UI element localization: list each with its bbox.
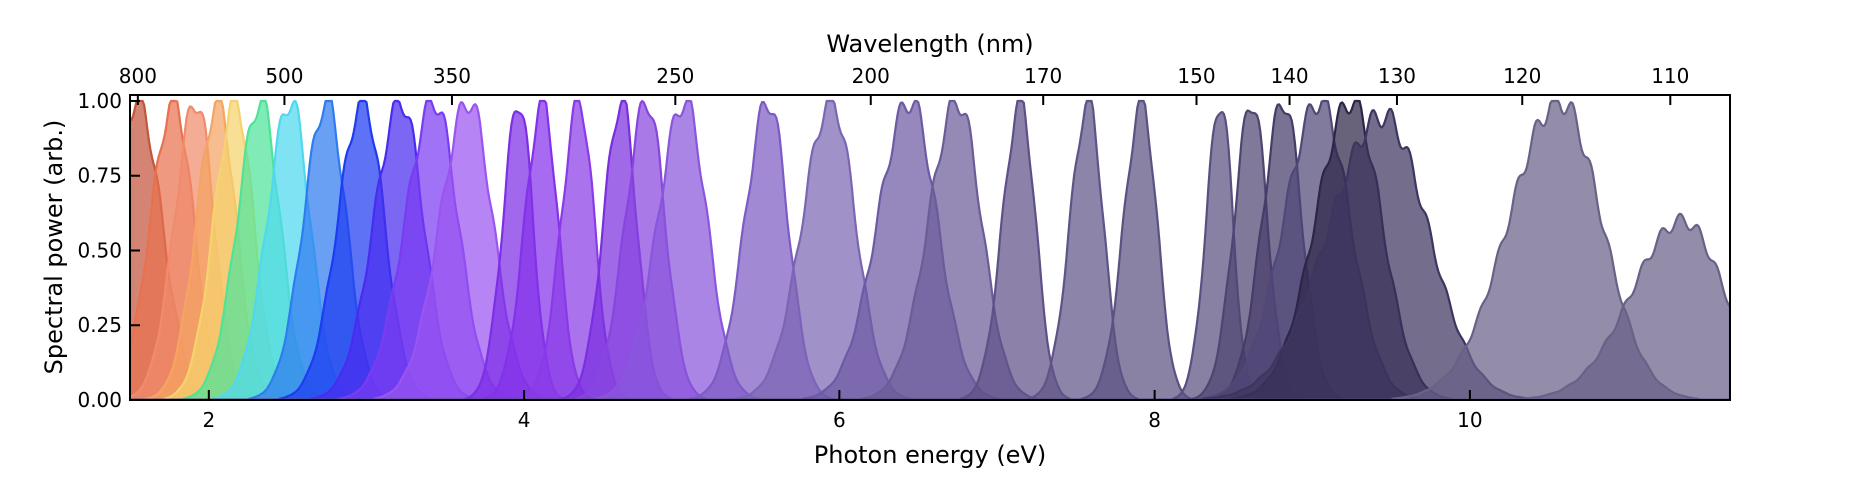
spectrum-area	[130, 107, 1730, 400]
x2-tick-label: 350	[433, 64, 471, 88]
spectrum-area	[130, 99, 1730, 400]
x2-tick-label: 500	[265, 64, 303, 88]
x2-tick-label: 250	[656, 64, 694, 88]
x-tick-label: 10	[1457, 408, 1482, 432]
spectrum-area	[130, 99, 1730, 400]
x-tick-label: 4	[518, 408, 531, 432]
x2-tick-label: 200	[852, 64, 890, 88]
y-tick-label: 0.00	[77, 388, 122, 412]
x-tick-label: 6	[833, 408, 846, 432]
x2-tick-label: 120	[1503, 64, 1541, 88]
x2-tick-label: 140	[1270, 64, 1308, 88]
x-tick-label: 2	[202, 408, 215, 432]
x2-tick-label: 170	[1024, 64, 1062, 88]
spectrum-area	[130, 101, 1730, 400]
y-tick-label: 1.00	[77, 89, 122, 113]
spectrum-area	[130, 99, 1730, 400]
x2-axis-title: Wavelength (nm)	[826, 30, 1033, 58]
y-tick-label: 0.25	[77, 313, 122, 337]
x2-tick-label: 130	[1378, 64, 1416, 88]
spectrum-area	[130, 99, 1730, 400]
x2-tick-label: 150	[1177, 64, 1215, 88]
x2-tick-label: 800	[119, 64, 157, 88]
x-axis-title: Photon energy (eV)	[814, 441, 1046, 469]
series-layer	[130, 99, 1730, 400]
x2-tick-label: 110	[1651, 64, 1689, 88]
y-axis-title: Spectral power (arb.)	[40, 120, 68, 375]
y-tick-label: 0.75	[77, 164, 122, 188]
x-tick-label: 8	[1148, 408, 1161, 432]
y-tick-label: 0.50	[77, 238, 122, 262]
plot-frame	[129, 94, 1731, 401]
spectrum-area	[130, 99, 1730, 400]
